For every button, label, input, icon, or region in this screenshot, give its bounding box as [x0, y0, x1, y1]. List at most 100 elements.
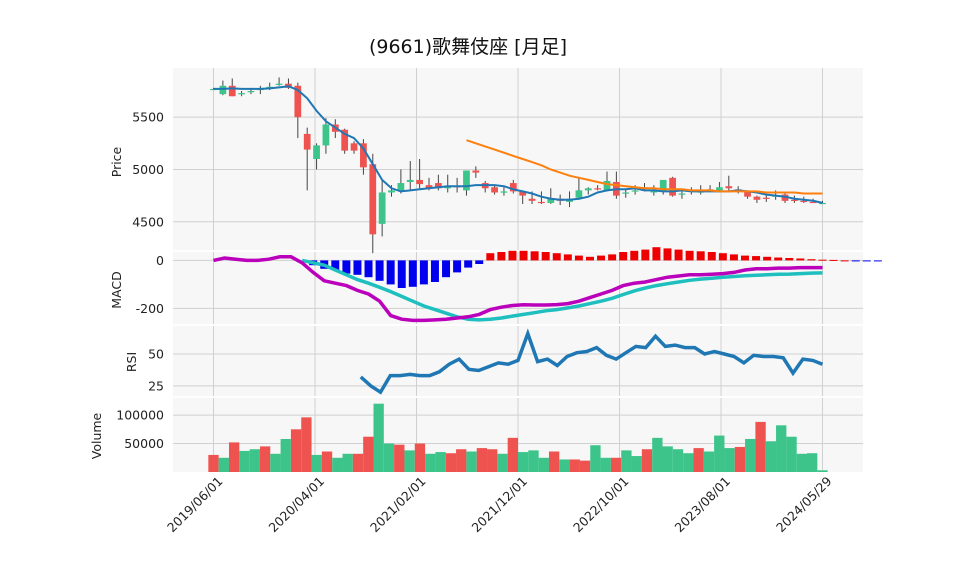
- macd-histogram-bar: [386, 260, 395, 285]
- macd-histogram-bar: [752, 256, 761, 261]
- candle-body: [509, 183, 517, 192]
- candle-body: [791, 199, 798, 201]
- volume-bars: [208, 403, 828, 472]
- volume-bar: [394, 444, 405, 472]
- candle-body: [341, 129, 349, 151]
- macd-histogram-bar: [453, 260, 462, 273]
- x-tick-label: 2021/02/01: [367, 474, 429, 536]
- x-tick-label: 2024/05/29: [773, 473, 835, 535]
- macd-signal-line: [301, 258, 823, 322]
- candle-body: [800, 200, 808, 203]
- volume-bar: [404, 450, 415, 472]
- volume-bar: [228, 442, 240, 472]
- macd-histogram-bar: [862, 260, 871, 262]
- volume-bar: [569, 459, 580, 472]
- volume-bar: [373, 403, 384, 472]
- candle-body: [388, 190, 395, 193]
- candle-body: [238, 93, 245, 95]
- macd-histogram-bar: [763, 256, 772, 261]
- candle-body: [575, 190, 583, 198]
- macd-histogram-bar: [630, 250, 639, 261]
- candle-body: [294, 85, 302, 118]
- candle-body: [819, 202, 826, 205]
- candle-body: [594, 188, 602, 190]
- volume-bar: [786, 436, 797, 472]
- y-tick-labels: 4500 5000 5500 0 -200 25 50 50000 100000: [116, 110, 164, 451]
- volume-bar: [270, 453, 281, 472]
- volume-bar: [641, 449, 653, 472]
- volume-bar: [776, 425, 787, 472]
- x-tick-label: 2019/06/01: [164, 474, 226, 536]
- volume-bar: [755, 421, 766, 472]
- x-tick-label: 2020/04/01: [266, 474, 328, 536]
- x-tick-label: 2022/10/01: [570, 474, 632, 536]
- volume-bar: [280, 438, 291, 472]
- macd-histogram-bar: [796, 258, 805, 261]
- volume-bar: [249, 449, 260, 472]
- candle-body: [360, 143, 367, 168]
- volume-y-tick-label: 100000: [116, 408, 164, 423]
- volume-bar: [579, 460, 591, 472]
- x-tick-label: 2021/12/01: [469, 474, 531, 536]
- candle-body: [472, 170, 480, 173]
- candle-body: [350, 143, 358, 151]
- macd-histogram-bar: [818, 259, 827, 261]
- macd-histogram-bar: [608, 254, 617, 261]
- price-axis-label: Price: [109, 146, 124, 177]
- candle-body: [228, 85, 236, 97]
- volume-bar: [435, 452, 446, 472]
- indicator-lines: [213, 85, 824, 395]
- price-y-tick-label: 5000: [132, 162, 164, 177]
- macd-histogram-bar: [563, 254, 572, 261]
- volume-bar: [796, 453, 808, 472]
- candle-body: [425, 185, 433, 189]
- macd-histogram-bar: [674, 249, 683, 261]
- volume-bar: [218, 457, 229, 472]
- volume-bar: [631, 456, 642, 472]
- volume-axis-label: Volume: [89, 412, 104, 459]
- rsi-axis-label: RSI: [124, 352, 139, 372]
- candle-body: [491, 187, 498, 193]
- x-tick-labels: 2019/06/01 2020/04/01 2021/02/01 2021/12/01…: [164, 473, 835, 535]
- volume-bar: [621, 450, 632, 472]
- macd-histogram-bar: [541, 252, 550, 261]
- volume-bar: [652, 437, 663, 472]
- volume-bar: [528, 450, 539, 472]
- macd-histogram-bar: [696, 251, 705, 261]
- volume-bar: [456, 449, 467, 472]
- macd-histogram-bar: [663, 248, 672, 261]
- volume-bar: [600, 457, 611, 472]
- macd-histogram-bar: [353, 260, 362, 275]
- macd-histogram: [309, 247, 882, 288]
- candle-body: [463, 170, 470, 191]
- candle-body: [678, 193, 686, 195]
- volume-bar: [693, 448, 704, 472]
- candle-body: [247, 91, 255, 93]
- candle-body: [275, 83, 283, 85]
- macd-histogram-bar: [430, 260, 439, 282]
- volume-bar: [476, 448, 488, 472]
- candle-body: [725, 186, 733, 189]
- volume-bar: [239, 450, 250, 472]
- volume-bar: [724, 448, 735, 472]
- macd-histogram-bar: [408, 260, 417, 287]
- volume-bar: [342, 453, 353, 472]
- macd-histogram-bar: [851, 260, 860, 262]
- volume-bar: [817, 470, 828, 472]
- volume-bar: [301, 417, 312, 472]
- macd-histogram-bar: [464, 260, 473, 268]
- volume-bar: [487, 449, 498, 472]
- macd-histogram-bar: [785, 258, 794, 261]
- candle-body: [669, 177, 676, 196]
- chart-title: (9661)歌舞伎座 [月足]: [369, 36, 567, 58]
- macd-y-tick-label: -200: [136, 301, 164, 316]
- candle-body: [528, 198, 536, 201]
- candle-body: [397, 183, 405, 191]
- candle-body: [622, 192, 630, 194]
- macd-histogram-bar: [419, 260, 428, 285]
- candle-body: [416, 179, 423, 185]
- candle-body: [716, 187, 723, 191]
- macd-histogram-bar: [619, 252, 628, 261]
- rsi-y-tick-label: 50: [148, 347, 164, 362]
